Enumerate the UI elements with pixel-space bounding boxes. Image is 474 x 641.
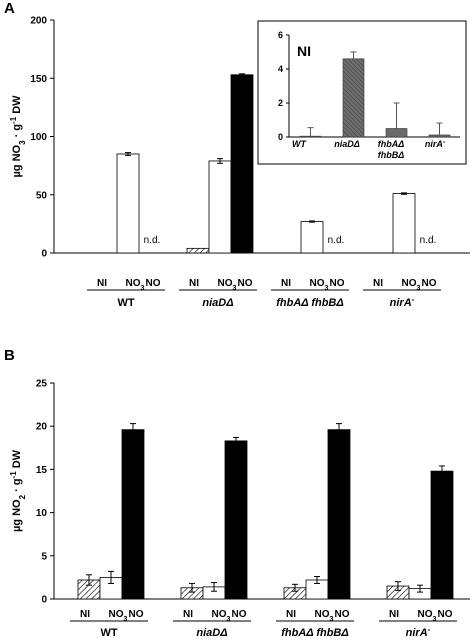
bar-no3 <box>208 160 232 254</box>
y-tick-label: 0 <box>41 249 47 260</box>
strain-label: fhbAΔ fhbBΔ <box>281 627 349 639</box>
y-axis-label: µg NO3 · g-1 DW <box>9 95 27 178</box>
inset-category-label: nirA- <box>425 139 446 150</box>
inset-bar <box>428 134 451 138</box>
y-tick-label: 200 <box>30 16 47 27</box>
y-tick-label: 5 <box>41 551 47 562</box>
strain-label: niaDΔ <box>202 297 233 309</box>
inset-title: NI <box>297 43 311 59</box>
bar-no3 <box>116 153 140 254</box>
not-determined-label: n.d. <box>144 235 161 246</box>
strain-label: fhbAΔ fhbBΔ <box>276 297 344 309</box>
inset-bar <box>299 135 322 138</box>
sublabel-no: NO <box>438 609 453 620</box>
sublabel-no3: NO3 <box>109 609 128 623</box>
y-tick-label: 0 <box>41 595 47 606</box>
sublabel-ni: NI <box>80 609 90 620</box>
not-determined-label: n.d. <box>420 235 437 246</box>
bar-no3 <box>300 221 324 254</box>
sublabel-no3: NO3 <box>126 278 145 292</box>
sublabel-no3: NO3 <box>310 278 329 292</box>
inset-category-label: niaDΔ <box>334 139 360 149</box>
y-axis-label: µg NO2 · g-1 DW <box>9 449 27 532</box>
y-tick-label: 20 <box>36 422 48 433</box>
sublabel-ni: NI <box>281 278 291 289</box>
bar-no3 <box>392 193 416 254</box>
y-tick-label: 25 <box>36 379 48 390</box>
y-tick-label: 10 <box>36 508 48 519</box>
sublabel-no3: NO3 <box>218 278 237 292</box>
inset-bar <box>385 128 408 138</box>
sublabel-no: NO <box>129 609 144 620</box>
y-tick-label: 50 <box>36 190 48 201</box>
panel-letter: B <box>4 347 15 364</box>
sublabel-no3: NO3 <box>315 609 334 623</box>
sublabel-ni: NI <box>189 278 199 289</box>
inset-bar <box>342 58 365 138</box>
inset-y-tick-label: 4 <box>278 64 283 74</box>
sublabel-no: NO <box>146 278 161 289</box>
inset-y-tick-label: 6 <box>278 30 283 40</box>
sublabel-ni: NI <box>97 278 107 289</box>
bar-no <box>121 429 145 600</box>
sublabel-ni: NI <box>183 609 193 620</box>
strain-label: nirA- <box>390 295 415 310</box>
strain-label: WT <box>100 627 117 639</box>
inset-y-tick-label: 0 <box>278 132 283 142</box>
y-tick-label: 150 <box>30 74 47 85</box>
sublabel-no: NO <box>330 278 345 289</box>
inset-category-label: fhbBΔ <box>378 150 405 160</box>
sublabel-no: NO <box>422 278 437 289</box>
sublabel-no: NO <box>238 278 253 289</box>
bar-no <box>430 470 454 600</box>
inset-y-tick-label: 2 <box>278 98 283 108</box>
strain-label: niaDΔ <box>196 627 227 639</box>
not-determined-label: n.d. <box>328 235 345 246</box>
inset-category-label: WT <box>292 139 307 149</box>
sublabel-no3: NO3 <box>212 609 231 623</box>
bar-no <box>230 74 254 254</box>
y-tick-label: 100 <box>30 132 47 143</box>
sublabel-ni: NI <box>286 609 296 620</box>
strain-label: nirA- <box>406 625 431 640</box>
sublabel-no3: NO3 <box>418 609 437 623</box>
sublabel-no: NO <box>335 609 350 620</box>
bar-ni <box>186 247 210 254</box>
sublabel-ni: NI <box>389 609 399 620</box>
sublabel-no3: NO3 <box>402 278 421 292</box>
strain-label: WT <box>117 297 134 309</box>
bar-no <box>327 429 351 600</box>
bar-no <box>224 440 248 600</box>
panel-letter: A <box>4 0 15 17</box>
inset-category-label: fhbAΔ <box>378 139 405 149</box>
sublabel-ni: NI <box>373 278 383 289</box>
y-tick-label: 15 <box>36 465 48 476</box>
sublabel-no: NO <box>232 609 247 620</box>
